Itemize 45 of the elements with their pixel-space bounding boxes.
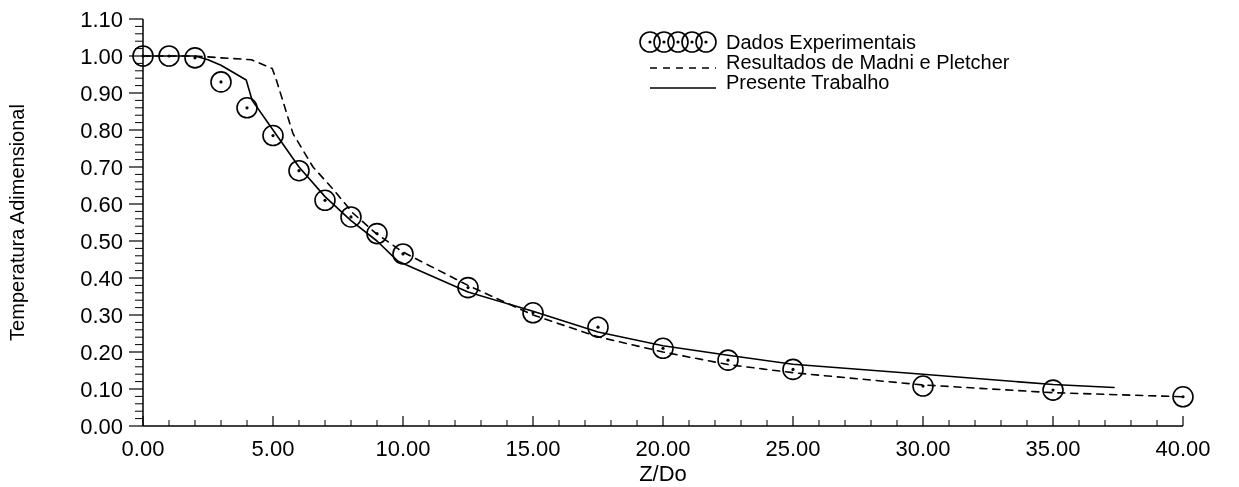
x-tick-label: 40.00 bbox=[1155, 436, 1211, 461]
y-axis-title: Temperatura Adimensional bbox=[6, 104, 28, 341]
x-tick-label: 20.00 bbox=[635, 436, 691, 461]
point bbox=[392, 243, 414, 265]
y-tick-label: 0.90 bbox=[80, 80, 123, 106]
x-tick-label: 10.00 bbox=[375, 436, 431, 461]
point bbox=[236, 97, 258, 119]
y-tick-label: 0.00 bbox=[80, 413, 123, 439]
point bbox=[587, 316, 609, 339]
y-tick-label: 0.50 bbox=[80, 228, 123, 254]
y-tick-label: 1.10 bbox=[80, 6, 123, 32]
y-tick-label: 0.10 bbox=[80, 376, 123, 402]
point bbox=[314, 189, 336, 212]
point bbox=[184, 47, 206, 69]
point bbox=[652, 337, 674, 360]
y-tick-label: 1.00 bbox=[80, 43, 123, 69]
y-tick-label: 0.60 bbox=[80, 191, 123, 217]
y-tick-label: 0.20 bbox=[80, 339, 123, 365]
legend-label: Dados Experimentais bbox=[726, 31, 917, 53]
x-axis-title: Z/Do bbox=[639, 461, 687, 486]
point bbox=[340, 206, 362, 228]
point bbox=[288, 159, 310, 182]
point bbox=[717, 349, 739, 371]
y-tick-label: 0.80 bbox=[80, 117, 123, 143]
x-tick-label: 30.00 bbox=[895, 436, 951, 461]
point bbox=[366, 222, 388, 245]
point bbox=[132, 45, 154, 67]
point bbox=[457, 276, 479, 299]
point bbox=[210, 71, 232, 93]
x-tick-label: 0.00 bbox=[121, 436, 165, 461]
point bbox=[262, 124, 284, 147]
y-tick-label: 0.70 bbox=[80, 154, 123, 180]
point bbox=[912, 375, 934, 397]
x-tick-label: 15.00 bbox=[505, 436, 561, 461]
point bbox=[522, 301, 544, 324]
legend-label: Presente Trabalho bbox=[726, 71, 890, 93]
point bbox=[1042, 379, 1064, 401]
y-tick-label: 0.40 bbox=[80, 265, 123, 291]
x-tick-label: 35.00 bbox=[1025, 436, 1081, 461]
y-tick-label: 0.30 bbox=[80, 302, 123, 328]
x-tick-label: 5.00 bbox=[251, 436, 295, 461]
point bbox=[158, 45, 180, 67]
point bbox=[782, 358, 804, 381]
x-tick-label: 25.00 bbox=[765, 436, 821, 461]
point bbox=[1172, 385, 1194, 408]
